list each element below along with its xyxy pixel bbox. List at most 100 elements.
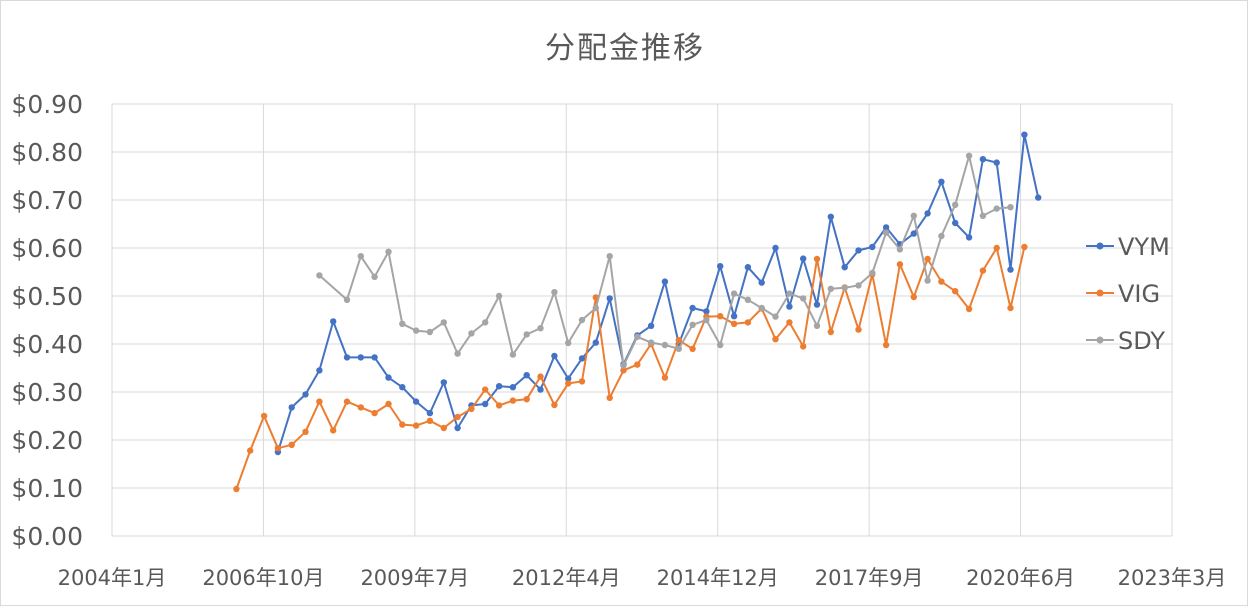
data-point-sdy [634, 333, 641, 340]
data-point-vig [979, 267, 987, 274]
x-tick-label: 2023年3月 [1118, 566, 1227, 590]
y-tick-label: $0.00 [11, 522, 83, 551]
data-point-sdy [412, 327, 420, 334]
y-tick-label: $0.50 [11, 282, 83, 311]
data-point-vym [343, 354, 351, 361]
y-tick-label: $0.90 [11, 90, 83, 119]
data-point-vym [717, 263, 724, 270]
x-tick-label: 2020年6月 [966, 566, 1075, 590]
data-point-vym [938, 178, 945, 185]
data-point-sdy [800, 295, 807, 302]
data-point-sdy [647, 339, 655, 346]
data-point-vym [302, 391, 309, 398]
data-point-vig [578, 378, 586, 385]
x-tick-label: 2004年1月 [58, 566, 167, 590]
series-lines [233, 131, 1042, 493]
data-point-sdy [399, 320, 406, 327]
legend-marker-sdy [1096, 336, 1104, 344]
data-point-vym [772, 244, 779, 252]
data-point-sdy [952, 201, 959, 208]
data-point-vig [620, 367, 627, 374]
data-point-sdy [675, 345, 682, 352]
data-point-sdy [371, 273, 378, 280]
data-point-vym [841, 264, 848, 271]
data-point-vym [689, 304, 696, 312]
data-point-vig [1021, 243, 1028, 251]
series-line-vym [276, 133, 1040, 453]
data-point-sdy [385, 248, 392, 255]
data-point-vig [302, 428, 309, 435]
data-point-vym [910, 230, 917, 237]
data-point-sdy [717, 341, 724, 349]
data-point-vig [523, 396, 530, 403]
data-point-sdy [440, 319, 447, 326]
data-point-vig [565, 380, 572, 387]
data-point-sdy [744, 296, 752, 303]
data-point-vig [896, 261, 904, 268]
data-point-vym [730, 313, 738, 320]
data-point-vym [357, 354, 364, 361]
data-point-sdy [979, 212, 987, 219]
data-point-sdy [703, 316, 710, 324]
data-point-vym [412, 398, 420, 405]
data-point-vym [965, 234, 973, 241]
data-point-vig [371, 409, 378, 417]
data-point-vym [703, 308, 710, 315]
legend: VYM VIG SDY [1086, 233, 1170, 355]
data-point-sdy [551, 289, 558, 296]
data-point-vig [675, 337, 682, 344]
data-point-vig [910, 293, 917, 301]
data-point-sdy [357, 253, 364, 260]
data-point-sdy [537, 325, 544, 332]
data-point-vym [827, 213, 834, 220]
data-point-sdy [454, 350, 461, 357]
data-point-vym [371, 354, 378, 361]
x-tick-label: 2014年12月 [657, 566, 779, 590]
data-point-vig [952, 288, 959, 295]
data-point-vym [1035, 194, 1042, 201]
series-line-vig [235, 246, 1026, 490]
data-point-vig [772, 336, 779, 343]
data-point-vym [924, 210, 931, 217]
data-point-vym [606, 295, 613, 302]
data-point-vym [454, 424, 461, 432]
data-point-vym [578, 355, 586, 362]
legend-item-vym: VYM [1086, 233, 1170, 261]
data-point-sdy [882, 229, 890, 236]
data-point-vym [330, 318, 337, 325]
y-tick-label: $0.70 [11, 186, 83, 215]
data-point-sdy [495, 292, 503, 300]
y-tick-label: $0.30 [11, 378, 83, 407]
legend-marker-vig [1096, 289, 1104, 297]
data-point-vym [1021, 131, 1028, 138]
data-point-vym [509, 384, 517, 391]
data-point-vig [468, 405, 475, 412]
legend-marker-vym [1096, 242, 1104, 250]
data-point-vym [952, 219, 959, 227]
data-point-vym [647, 322, 655, 329]
data-point-vym [565, 375, 572, 382]
data-point-vig [882, 341, 890, 349]
data-point-vym [482, 400, 489, 408]
data-point-vig [786, 319, 793, 326]
data-point-sdy [689, 321, 696, 328]
data-point-vig [399, 421, 406, 428]
data-point-sdy [965, 152, 973, 159]
data-point-vym [813, 301, 821, 308]
data-point-sdy [869, 269, 876, 277]
x-tick-label: 2009年7月 [360, 566, 469, 590]
x-tick-label: 2006年10月 [202, 566, 324, 590]
data-point-vig [661, 374, 669, 381]
data-point-sdy [468, 330, 475, 337]
data-point-vym [882, 224, 890, 231]
chart-title: 分配金推移 [545, 31, 705, 66]
gridlines [111, 103, 1173, 537]
data-point-sdy [924, 277, 931, 284]
y-tick-label: $0.20 [11, 426, 83, 455]
data-point-vym [979, 156, 987, 163]
data-point-vig [993, 244, 1000, 252]
data-point-sdy [482, 319, 489, 326]
data-point-vig [330, 427, 337, 434]
y-tick-label: $0.10 [11, 474, 83, 503]
data-point-sdy [606, 253, 613, 260]
